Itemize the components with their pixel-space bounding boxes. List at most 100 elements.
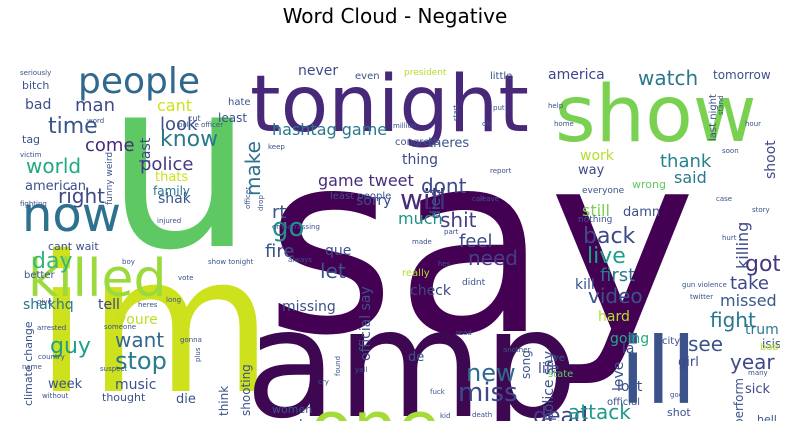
word-dont: dont <box>421 174 467 198</box>
word-die: die <box>176 392 196 407</box>
word-people: people <box>78 61 200 102</box>
word-fight: fight <box>710 308 756 332</box>
word-sorry: sorry <box>356 193 391 209</box>
word-will: will <box>400 183 446 216</box>
word-tonight: tonight <box>250 60 529 150</box>
word-perform: perform <box>732 378 746 421</box>
word-come: come <box>85 135 135 156</box>
word-know: know <box>160 127 218 152</box>
word-dead: dead <box>533 404 588 421</box>
word-stop: stop <box>115 347 167 375</box>
word-shakhq: shakhq <box>23 297 74 313</box>
word-shooting: shooting <box>239 364 253 416</box>
word-heres: heres <box>138 301 158 309</box>
word-really: really <box>402 268 430 279</box>
word-put: put <box>493 104 505 112</box>
word-start: start <box>452 104 460 121</box>
word-hour: hour <box>745 120 761 128</box>
word-police-say: police say <box>541 351 557 421</box>
word-show-tonight: show tonight <box>208 258 254 266</box>
word-watch: watch <box>638 66 698 90</box>
word-shit: shit <box>440 208 477 232</box>
word-part: part <box>444 228 459 236</box>
word-crazy: crazy <box>22 418 57 421</box>
word-nothing: nothing <box>578 215 612 225</box>
word-work: work <box>580 148 615 164</box>
word-bitch: bitch <box>22 79 49 92</box>
word-long: long <box>166 296 181 304</box>
word-hate: hate <box>228 97 251 108</box>
word-family: family <box>153 184 190 198</box>
word-ill: ill <box>620 318 697 421</box>
word-tell: tell <box>98 297 120 313</box>
word-never: never <box>298 63 338 79</box>
word-give: give <box>37 298 52 306</box>
word-right: right <box>58 184 105 208</box>
word-many: many <box>748 369 768 377</box>
word-week: week <box>48 377 83 392</box>
word-state: state <box>548 369 573 380</box>
word-shoot: shoot <box>763 140 779 179</box>
word-funny-weird: funny weird <box>105 152 115 205</box>
word-official-say: official say <box>358 286 374 361</box>
word-women: women <box>272 403 312 416</box>
word-embarrassing: embarrassing <box>272 223 320 231</box>
word-missing: missing <box>282 299 336 315</box>
word-want: want <box>115 328 164 352</box>
word-someone: someone <box>104 323 136 331</box>
word-much: much <box>398 209 443 228</box>
word-game-tweet: game tweet <box>318 171 414 190</box>
word-plus: plus <box>194 347 202 362</box>
word-always: always <box>288 256 312 264</box>
word-que: que <box>325 243 351 259</box>
word-trump: trump <box>745 322 780 338</box>
word-la: la <box>622 341 634 357</box>
word-hashtag-game: hashtag game <box>272 120 387 139</box>
word-hes: hes <box>438 260 451 268</box>
word-cut: cut <box>188 114 201 123</box>
word-let: let <box>320 259 346 283</box>
word-tag: tag <box>22 133 40 146</box>
word-hell: hell <box>757 413 777 421</box>
word-thought: thought <box>102 391 146 404</box>
word-go: go <box>272 213 304 243</box>
word-time: time <box>48 114 98 139</box>
word-didnt: didnt <box>462 278 486 288</box>
word-back: back <box>583 224 636 249</box>
word-even: even <box>355 71 380 82</box>
word-love: love <box>611 362 627 391</box>
word-word: word <box>87 117 104 125</box>
word-rt: rt <box>272 202 286 223</box>
word-without: without <box>42 392 69 400</box>
word-shot: shot <box>667 406 691 419</box>
word-miss: miss <box>458 378 518 408</box>
word-make: make <box>241 141 265 196</box>
word-need: need <box>468 246 518 270</box>
word-oh: oh <box>482 120 491 128</box>
word-call: call <box>472 195 484 203</box>
word-injured: injured <box>157 217 181 225</box>
word-cant: cant <box>157 96 192 115</box>
word-report: report <box>490 167 512 175</box>
word-say: say <box>265 99 696 390</box>
word-fighting: fighting <box>20 200 47 208</box>
word-police-officer: police officer <box>178 121 223 129</box>
word-arrested: arrested <box>37 324 66 332</box>
word-music: music <box>115 377 156 393</box>
word-song: song <box>519 350 533 379</box>
word-thing: thing <box>402 152 438 168</box>
word-climate-change: climate change <box>22 321 35 406</box>
word-cant-wait: cant wait <box>48 240 99 253</box>
word-seriously: seriously <box>20 69 51 77</box>
word-stand: stand <box>717 95 725 115</box>
word-officer: officer <box>244 187 252 209</box>
word-youre: youre <box>118 312 158 328</box>
word-help: help <box>548 102 564 110</box>
word-country: country <box>38 353 65 361</box>
word-hurt: hurt <box>722 234 737 242</box>
word-police: police <box>140 154 193 175</box>
word-see: see <box>688 332 723 356</box>
word-new: new <box>466 359 516 387</box>
